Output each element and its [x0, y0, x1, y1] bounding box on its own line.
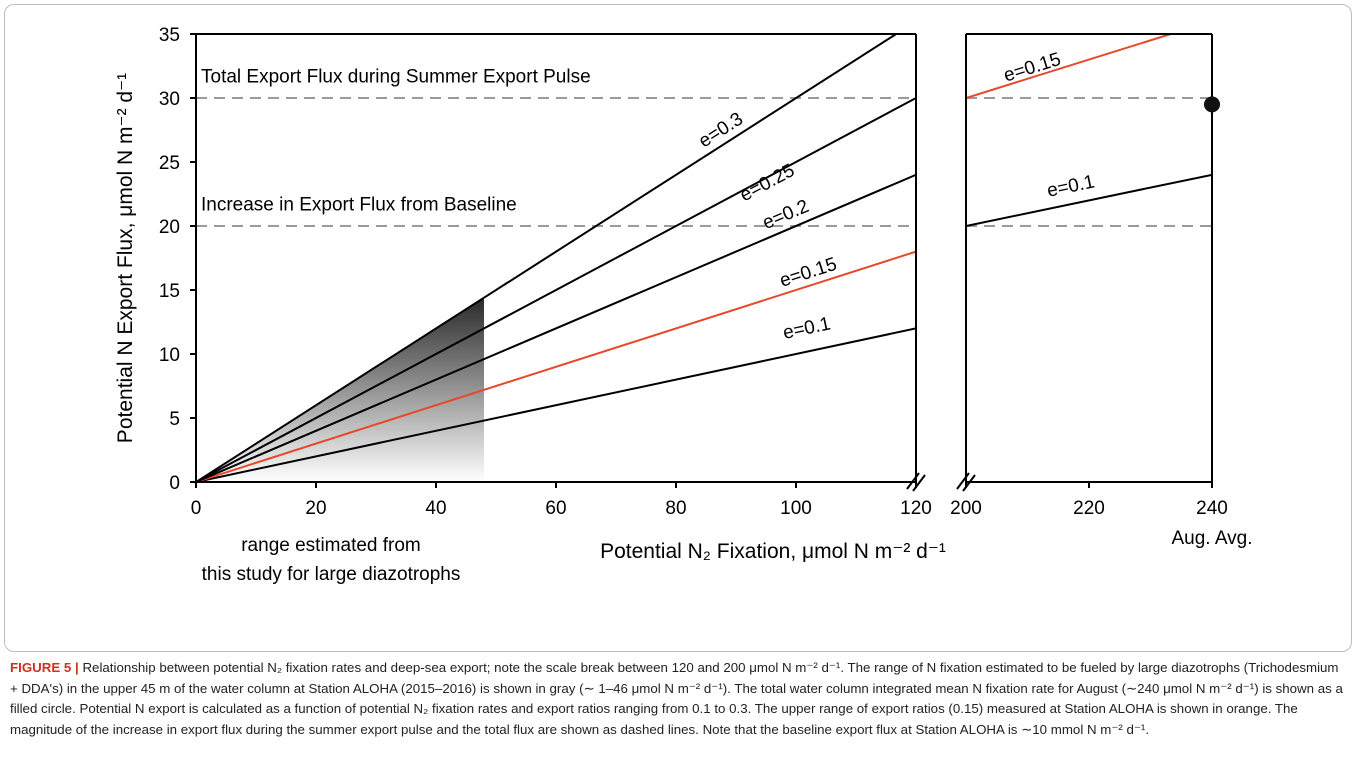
x-tick-label-60: 60 — [545, 498, 566, 519]
y-tick-label-30: 30 — [159, 89, 180, 110]
caption-label: FIGURE 5 | — [10, 660, 79, 675]
aug-avg-label: Aug. Avg. — [1172, 528, 1253, 549]
right-series-line-e=0.15 — [966, 34, 1172, 99]
x-tick-label-0: 0 — [191, 498, 202, 519]
x-tick-label-40: 40 — [425, 498, 446, 519]
export-flux-chart: 0 5 10 15 20 25 30 35 0 20 40 60 80 100 120 200 220 240 Au… — [114, 25, 1253, 585]
x-axis-title: Potential N₂ Fixation, μmol N m⁻² d⁻¹ — [600, 540, 946, 563]
series-label-e=0.2: e=0.2 — [760, 196, 812, 234]
series-line-e=0.3 — [196, 34, 897, 482]
right-x-tick-label-200: 200 — [950, 498, 982, 519]
x-tick-label-80: 80 — [665, 498, 686, 519]
y-axis-title: Potential N Export Flux, μmol N m⁻² d⁻¹ — [114, 73, 137, 443]
y-tick-label-15: 15 — [159, 281, 180, 302]
x-tick-label-120: 120 — [900, 498, 932, 519]
series-label-e=0.1: e=0.1 — [781, 313, 832, 344]
left-plot-area — [196, 34, 916, 482]
right-x-tick-label-240: 240 — [1196, 498, 1228, 519]
x-tick-label-20: 20 — [305, 498, 326, 519]
range-label-line1: range estimated from — [241, 535, 421, 556]
y-tick-label-0: 0 — [169, 473, 180, 494]
series-line-e=0.15 — [196, 250, 916, 482]
caption-text: Relationship between potential N₂ fixati… — [10, 660, 1343, 737]
y-tick-label-35: 35 — [159, 25, 180, 46]
right-x-tick-label-220: 220 — [1073, 498, 1105, 519]
figure-caption: FIGURE 5 | Relationship between potentia… — [10, 658, 1348, 740]
right-series-label-e=0.15: e=0.15 — [1001, 49, 1063, 87]
x-tick-label-100: 100 — [780, 498, 812, 519]
axis-break-mark-left — [912, 474, 926, 492]
increase-export-label: Increase in Export Flux from Baseline — [201, 195, 517, 216]
axis-break-mark-right — [962, 474, 976, 492]
series-line-e=0.25 — [196, 97, 916, 482]
right-plot-area — [966, 34, 1212, 227]
total-export-label: Total Export Flux during Summer Export P… — [201, 66, 591, 87]
right-series-line-e=0.1 — [966, 173, 1212, 227]
y-tick-label-20: 20 — [159, 217, 180, 238]
august-average-point — [1204, 96, 1220, 113]
range-label-line2: this study for large diazotrophs — [202, 564, 461, 585]
series-label-e=0.25: e=0.25 — [737, 160, 799, 206]
y-tick-label-5: 5 — [169, 409, 180, 430]
series-line-e=0.2 — [196, 173, 916, 482]
y-tick-label-10: 10 — [159, 345, 180, 366]
series-line-e=0.1 — [196, 327, 916, 482]
right-series-label-e=0.1: e=0.1 — [1045, 171, 1096, 201]
axis-break-mark-right — [956, 472, 970, 490]
y-tick-label-25: 25 — [159, 153, 180, 174]
axis-break-mark-left — [906, 472, 920, 490]
